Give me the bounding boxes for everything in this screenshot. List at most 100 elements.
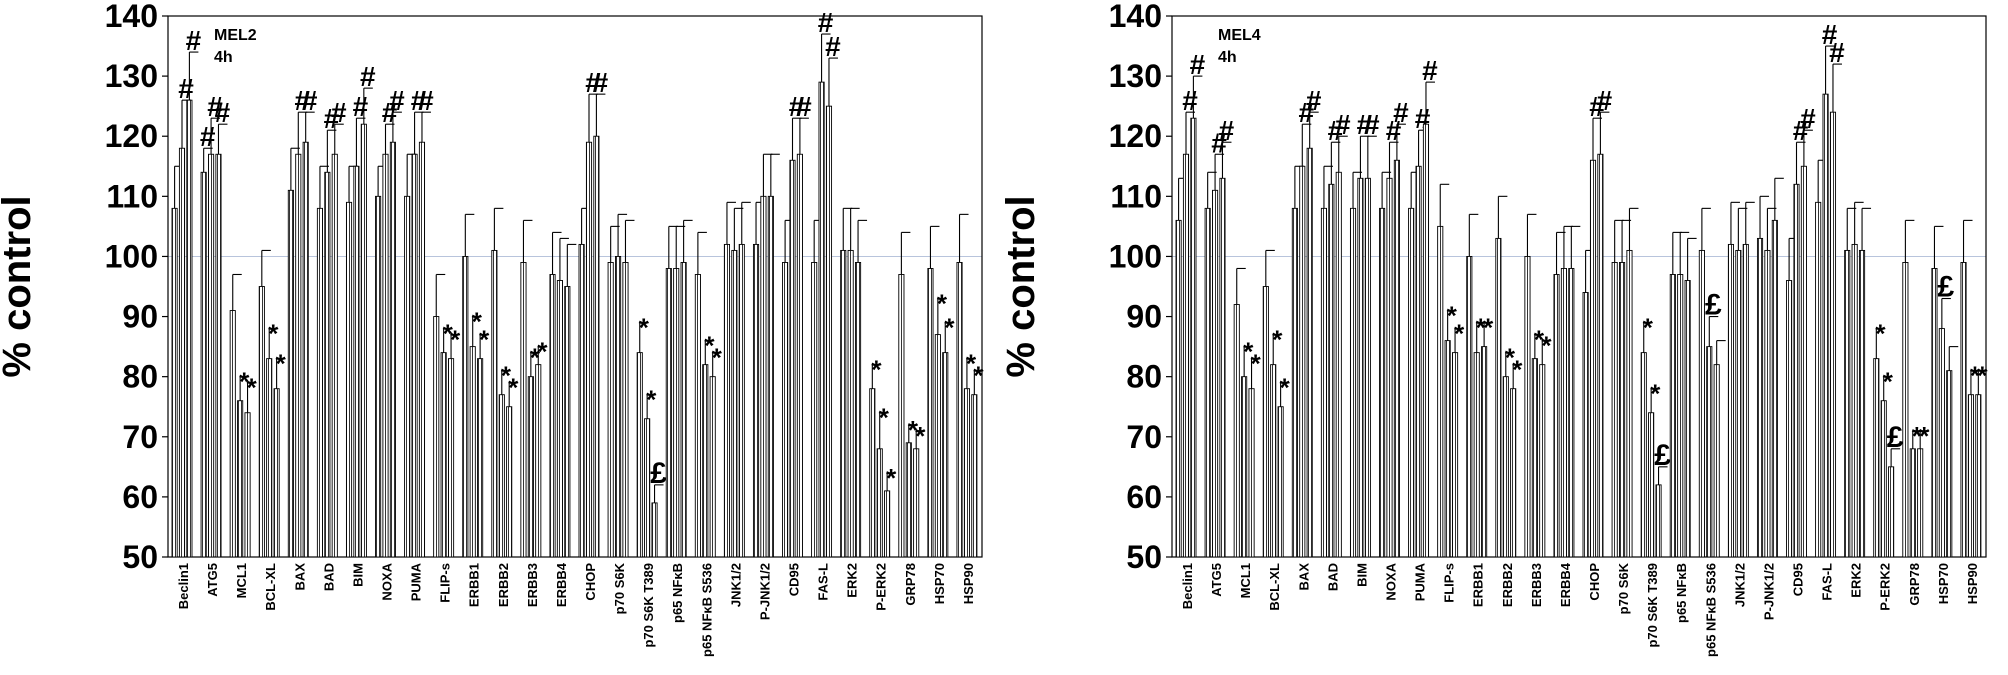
significance-mark: # — [818, 7, 834, 38]
bar — [1510, 388, 1517, 558]
significance-mark: * — [1243, 337, 1254, 367]
y-tick-label: 110 — [1110, 178, 1162, 214]
bar — [1408, 207, 1415, 558]
category-label: NOXA — [1384, 562, 1399, 600]
significance-mark: # — [207, 91, 223, 122]
bar — [491, 249, 498, 558]
bar — [673, 268, 680, 558]
bar — [1677, 274, 1684, 558]
bar — [1190, 117, 1197, 558]
category-label: p65 NFκB S536 — [1703, 563, 1718, 657]
significance-mark: # — [1211, 127, 1227, 158]
significance-mark: £ — [1705, 289, 1722, 322]
bar — [208, 153, 215, 558]
category-label: ATG5 — [205, 563, 220, 597]
significance-mark: # — [796, 91, 812, 122]
y-tick-label: 60 — [122, 479, 158, 515]
significance-mark: # — [1829, 37, 1845, 68]
category-label: PUMA — [409, 562, 424, 601]
significance-mark: * — [1447, 301, 1458, 331]
significance-mark: * — [1883, 367, 1894, 397]
significance-mark: # — [789, 91, 805, 122]
significance-mark: * — [479, 325, 490, 355]
significance-mark: * — [450, 325, 461, 355]
bar — [1888, 466, 1895, 558]
bar — [1771, 219, 1778, 558]
y-tick-label: 70 — [122, 419, 158, 455]
significance-mark: * — [508, 373, 519, 403]
y-tick-label: 140 — [1109, 0, 1162, 34]
significance-mark: # — [411, 85, 427, 116]
significance-mark: * — [1977, 361, 1988, 391]
bar — [1568, 268, 1575, 558]
bar — [1975, 394, 1982, 558]
significance-mark: * — [1250, 349, 1261, 379]
bar — [295, 153, 302, 558]
category-label: GRP78 — [903, 563, 918, 606]
bar — [1560, 268, 1567, 558]
bar — [1764, 249, 1771, 558]
bar — [1495, 237, 1502, 558]
category-label: JNK1/2 — [1732, 563, 1747, 607]
bar — [1335, 171, 1342, 558]
significance-mark: # — [200, 121, 216, 152]
bar — [171, 207, 178, 558]
category-label: Beclin1 — [176, 563, 191, 609]
bar — [1626, 249, 1633, 558]
y-tick-label: 130 — [1109, 58, 1162, 94]
significance-mark: # — [593, 67, 609, 98]
significance-mark: # — [1793, 115, 1809, 146]
bar — [1938, 328, 1945, 558]
bar — [1357, 177, 1364, 558]
significance-mark: £ — [1938, 271, 1955, 304]
significance-mark: # — [1822, 19, 1838, 50]
bar — [1967, 394, 1974, 558]
category-label: BAX — [1296, 563, 1311, 591]
bar — [1444, 340, 1451, 558]
bar — [1437, 225, 1444, 558]
significance-mark: # — [331, 97, 347, 128]
category-label: ERK2 — [845, 563, 860, 598]
bar — [447, 358, 455, 558]
significance-mark: # — [186, 25, 202, 56]
bar — [1619, 262, 1626, 558]
category-label: Beclin1 — [1180, 563, 1195, 609]
bar — [360, 123, 367, 558]
bar — [665, 268, 672, 558]
y-tick-label: 120 — [1109, 118, 1162, 154]
category-label: MCL1 — [1238, 563, 1253, 598]
bar — [1233, 304, 1240, 558]
significance-mark: # — [324, 103, 340, 134]
significance-mark: * — [879, 403, 890, 433]
significance-mark: # — [1364, 109, 1380, 140]
significance-mark: # — [360, 61, 376, 92]
bar — [825, 105, 833, 558]
category-label: CHOP — [1587, 563, 1602, 601]
bar — [331, 153, 338, 558]
bar — [1481, 346, 1488, 558]
significance-mark: * — [871, 355, 882, 385]
bar — [469, 346, 476, 558]
significance-mark: * — [704, 331, 715, 361]
bar — [535, 364, 542, 558]
category-label: ERBB4 — [1558, 562, 1573, 607]
y-axis-label: % control — [1004, 195, 1043, 377]
bar — [1415, 165, 1422, 558]
bar — [1328, 183, 1335, 558]
category-label: JNK1/2 — [728, 563, 743, 607]
bar — [607, 262, 614, 558]
significance-mark: # — [1386, 115, 1402, 146]
significance-mark: # — [1393, 97, 1409, 128]
bar — [1582, 292, 1589, 558]
significance-mark: * — [530, 343, 541, 373]
bar — [549, 274, 556, 558]
bar — [913, 448, 920, 558]
significance-mark: # — [353, 91, 369, 122]
significance-mark: * — [886, 463, 897, 493]
bar — [942, 352, 949, 558]
significance-mark: * — [915, 421, 926, 451]
bar — [1379, 207, 1386, 558]
significance-mark: # — [215, 97, 231, 128]
significance-mark: # — [1597, 85, 1613, 116]
bar — [302, 141, 309, 558]
